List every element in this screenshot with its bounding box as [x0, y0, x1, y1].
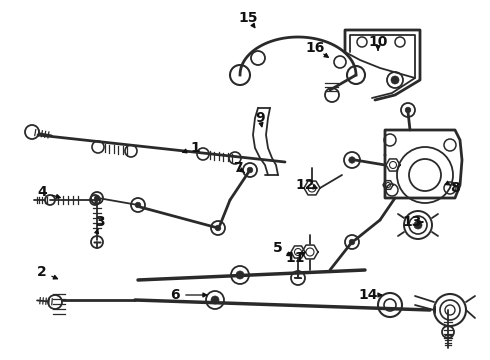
Text: 6: 6 [170, 288, 180, 302]
Text: 11: 11 [285, 251, 305, 265]
Circle shape [135, 202, 141, 208]
Text: 15: 15 [238, 11, 258, 25]
Text: 3: 3 [95, 215, 105, 229]
Text: 9: 9 [255, 111, 265, 125]
Circle shape [95, 195, 99, 201]
Circle shape [236, 271, 244, 279]
Text: 14: 14 [358, 288, 378, 302]
Circle shape [349, 239, 355, 245]
Circle shape [414, 221, 422, 229]
Text: 2: 2 [37, 265, 47, 279]
Text: 7: 7 [233, 161, 243, 175]
Text: 5: 5 [273, 241, 283, 255]
Text: 16: 16 [305, 41, 325, 55]
Circle shape [211, 296, 219, 304]
Text: 10: 10 [368, 35, 388, 49]
Text: 12: 12 [295, 178, 315, 192]
Text: 13: 13 [402, 215, 422, 229]
Circle shape [405, 107, 411, 113]
Circle shape [391, 76, 399, 84]
Circle shape [215, 225, 221, 231]
Circle shape [349, 157, 355, 163]
Text: 8: 8 [450, 181, 460, 195]
Text: 4: 4 [37, 185, 47, 199]
Text: 1: 1 [190, 141, 200, 155]
Circle shape [247, 167, 253, 173]
